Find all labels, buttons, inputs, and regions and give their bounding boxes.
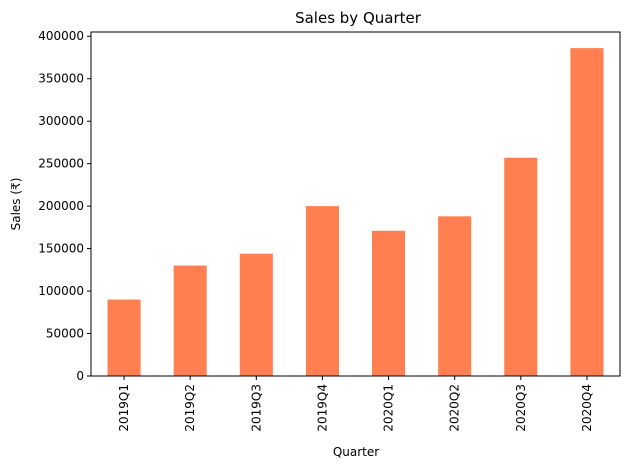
x-tick-label: 2019Q3: [249, 384, 263, 432]
y-ticks-layer: 0 50000 100000 150000 200000 250000 300000 3500…: [38, 29, 91, 383]
x-axis-label: Quarter: [333, 445, 379, 459]
x-tick-label: 2019Q1: [117, 384, 131, 432]
plot-frame: [90, 31, 621, 377]
y-axis-label: Sales (₹): [9, 178, 23, 231]
x-ticks-layer: 2019Q1 2019Q2 2019Q3 2019Q4 2020Q1 2020Q2 2020…: [117, 376, 594, 432]
y-tick-label: 350000: [38, 72, 84, 86]
y-tick-label: 250000: [38, 157, 84, 171]
bar-2019Q3: [239, 253, 273, 376]
bar-2019Q2: [173, 265, 207, 376]
x-tick-label: 2020Q4: [580, 384, 594, 432]
bar-2020Q3: [504, 157, 538, 376]
x-tick-label: 2019Q4: [315, 384, 329, 432]
x-tick-label: 2019Q2: [183, 384, 197, 432]
y-tick-label: 0: [76, 369, 84, 383]
y-tick-label: 100000: [38, 284, 84, 298]
y-tick-label: 400000: [38, 29, 84, 43]
axes-layer: [90, 31, 621, 377]
y-tick-label: 200000: [38, 199, 84, 213]
bars-layer: [107, 48, 604, 376]
chart-title: Sales by Quarter: [295, 9, 422, 27]
y-tick-label: 50000: [46, 327, 84, 341]
bar-2019Q1: [107, 299, 141, 376]
x-tick-label: 2020Q2: [448, 384, 462, 432]
x-tick-label: 2020Q3: [514, 384, 528, 432]
y-tick-label: 150000: [38, 242, 84, 256]
y-tick-label: 300000: [38, 114, 84, 128]
bar-2020Q2: [438, 216, 472, 376]
bar-2020Q4: [570, 48, 604, 376]
bar-2019Q4: [305, 206, 339, 376]
x-tick-label: 2020Q1: [382, 384, 396, 432]
bar-2020Q1: [372, 230, 406, 376]
